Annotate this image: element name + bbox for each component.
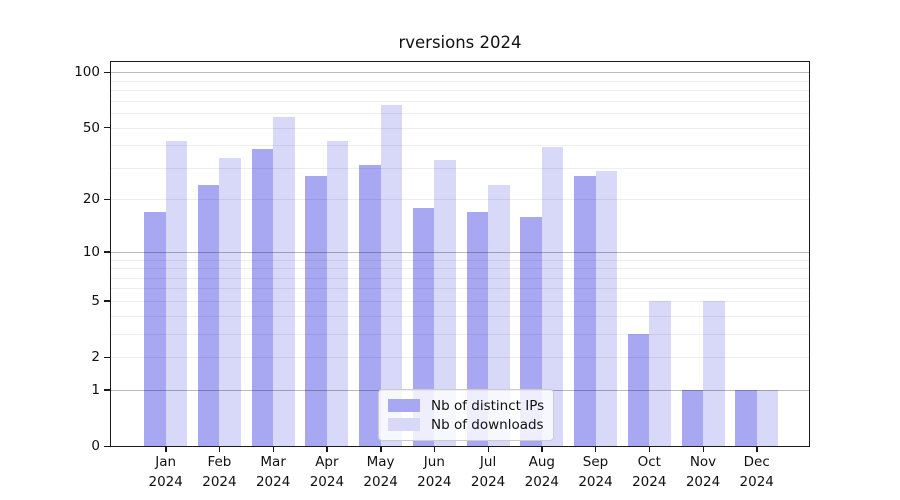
bar-downloads: [756, 389, 779, 446]
x-tick-label: Mar 2024: [255, 454, 291, 490]
x-tick-mark: [326, 447, 328, 452]
bar-downloads: [703, 300, 725, 446]
bar-distinct-ips: [251, 149, 274, 446]
x-tick-mark: [702, 447, 704, 452]
bar-downloads: [595, 170, 618, 446]
y-tick-mark: [104, 445, 110, 447]
bar-downloads: [541, 147, 564, 446]
bar-distinct-ips: [735, 389, 757, 446]
x-tick-label: Jan 2024: [148, 454, 183, 490]
x-tick-label: May 2024: [363, 454, 398, 490]
x-tick-mark: [487, 447, 489, 452]
bar-distinct-ips: [681, 389, 703, 446]
bar-distinct-ips: [574, 176, 596, 446]
x-tick-label: Oct 2024: [632, 454, 667, 490]
bar-distinct-ips: [197, 185, 220, 446]
bar-distinct-ips: [520, 216, 542, 446]
x-tick-label: Sep 2024: [578, 454, 613, 490]
bar-distinct-ips: [466, 211, 489, 446]
y-tick-label: 0: [91, 438, 100, 454]
y-tick-mark: [104, 198, 110, 201]
legend-label-distinct-ips: Nb of distinct IPs: [431, 397, 545, 414]
y-tick-mark: [104, 356, 110, 358]
x-tick-label: Feb 2024: [202, 454, 237, 490]
legend-item-distinct-ips: Nb of distinct IPs: [388, 396, 544, 415]
legend: Nb of distinct IPs Nb of downloads: [378, 389, 555, 441]
y-tick-mark: [104, 389, 110, 391]
chart-title: rversions 2024: [398, 33, 522, 52]
y-tick-mark: [104, 251, 110, 253]
y-tick-label: 10: [82, 243, 100, 260]
x-tick-label: Apr 2024: [309, 454, 345, 490]
x-tick-mark: [380, 447, 382, 452]
y-tick-label: 5: [91, 292, 100, 309]
bar-downloads: [219, 158, 241, 446]
x-tick-label: Jun 2024: [417, 454, 452, 490]
y-tick-mark: [104, 127, 110, 129]
x-tick-mark: [595, 447, 597, 452]
x-tick-label: Dec 2024: [739, 454, 774, 490]
bar-downloads: [488, 185, 510, 446]
plot-area: Nb of distinct IPs Nb of downloads: [110, 61, 810, 447]
y-tick-label: 1: [91, 381, 100, 398]
y-tick-label: 100: [74, 64, 100, 81]
bar-downloads: [273, 117, 295, 446]
y-tick-label: 20: [82, 191, 100, 208]
y-tick-mark: [104, 71, 110, 74]
bar-downloads: [165, 141, 188, 446]
legend-swatch-distinct-ips: [388, 399, 420, 412]
y-tick-label: 50: [82, 119, 100, 136]
bar-downloads: [649, 300, 671, 446]
bar-distinct-ips: [359, 165, 381, 446]
bar-downloads: [434, 160, 456, 446]
legend-label-downloads: Nb of downloads: [431, 416, 544, 433]
x-tick-mark: [165, 447, 167, 452]
bar-distinct-ips: [144, 211, 166, 446]
x-tick-mark: [272, 447, 275, 452]
y-tick-mark: [104, 300, 110, 302]
x-tick-mark: [541, 447, 543, 452]
bar-downloads: [326, 141, 349, 446]
x-tick-label: Nov 2024: [685, 454, 721, 490]
x-tick-label: Jul 2024: [470, 454, 506, 490]
bar-distinct-ips: [305, 176, 327, 446]
bar-distinct-ips: [412, 207, 435, 446]
y-tick-label: 2: [91, 349, 100, 366]
x-tick-mark: [756, 447, 758, 452]
bars-layer: [111, 62, 809, 446]
x-tick-mark: [648, 447, 651, 452]
bar-downloads: [380, 105, 403, 446]
x-tick-label: Aug 2024: [524, 454, 559, 490]
x-tick-mark: [218, 447, 221, 452]
x-tick-mark: [433, 447, 436, 452]
bar-distinct-ips: [627, 333, 650, 446]
legend-swatch-downloads: [388, 418, 420, 431]
legend-item-downloads: Nb of downloads: [388, 415, 544, 434]
